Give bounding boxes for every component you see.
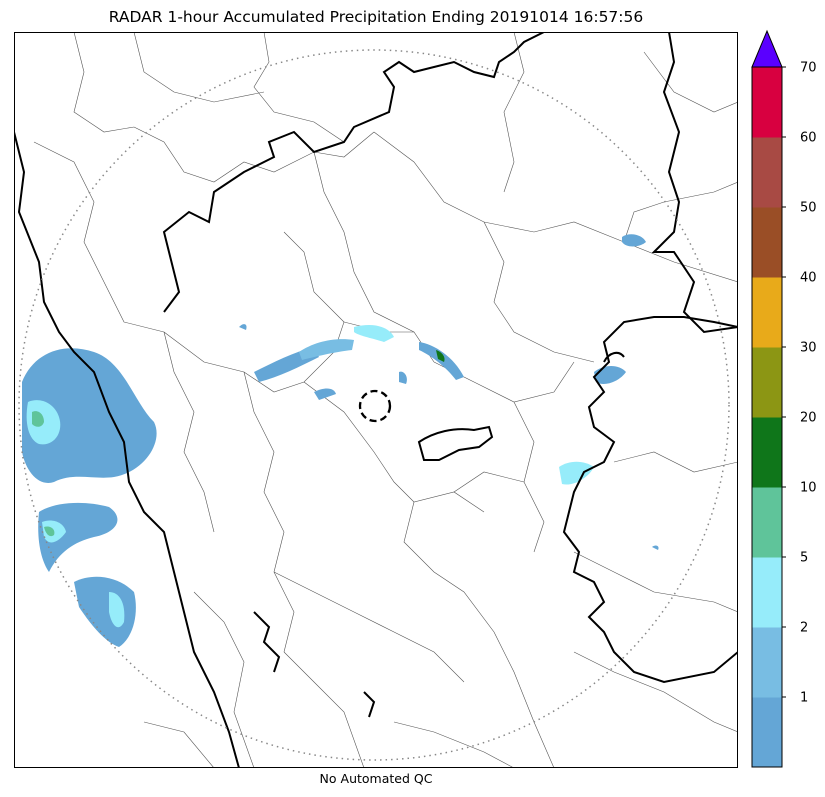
colorbar-band bbox=[752, 627, 782, 698]
colorbar-band bbox=[752, 137, 782, 208]
colorbar-tick-label: 50 bbox=[800, 201, 817, 216]
colorbar-tick-label: 1 bbox=[800, 691, 808, 706]
qc-status-text: No Automated QC bbox=[319, 771, 433, 786]
colorbar-band bbox=[752, 697, 782, 768]
colorbar-tick-label: 60 bbox=[800, 131, 817, 146]
district-boundaries bbox=[33, 32, 738, 768]
colorbar-extend-arrow bbox=[751, 29, 783, 68]
colorbar-band bbox=[752, 487, 782, 558]
map-title: RADAR 1-hour Accumulated Precipitation E… bbox=[108, 8, 644, 26]
colorbar-band bbox=[752, 557, 782, 628]
colorbar-band bbox=[752, 277, 782, 348]
radar-map bbox=[14, 32, 738, 768]
colorbar-tick-label: 40 bbox=[800, 271, 817, 286]
colorbar-ticks: 1 2 5 10 20 30 40 50 60 70 bbox=[782, 61, 817, 706]
state-boundaries bbox=[14, 32, 738, 768]
colorbar-tick-label: 10 bbox=[800, 481, 817, 496]
colorbar-tick-label: 20 bbox=[800, 411, 817, 426]
colorbar-tick-label: 2 bbox=[800, 621, 808, 636]
colorbar-tick-label: 5 bbox=[800, 551, 808, 566]
colorbar-band bbox=[752, 417, 782, 488]
colorbar-band bbox=[752, 347, 782, 418]
colorbar-band bbox=[752, 67, 782, 138]
radar-range-ring bbox=[18, 49, 730, 761]
colorbar-band bbox=[752, 207, 782, 278]
colorbar-tick-label: 30 bbox=[800, 341, 817, 356]
colorbar-bands bbox=[752, 67, 782, 768]
map-frame bbox=[14, 32, 738, 768]
colorbar: 1 2 5 10 20 30 40 50 60 70 bbox=[751, 29, 817, 768]
radar-site-marker bbox=[358, 389, 392, 423]
precipitation-areas bbox=[22, 234, 659, 647]
colorbar-tick-label: 70 bbox=[800, 61, 817, 76]
